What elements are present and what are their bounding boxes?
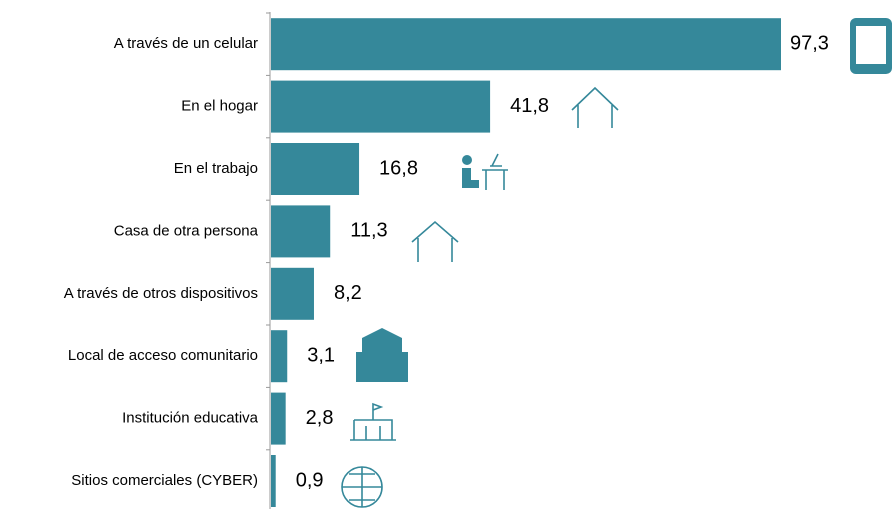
category-label: Sitios comerciales (CYBER) — [71, 472, 258, 489]
desk-icon — [482, 153, 508, 190]
bar — [271, 392, 286, 445]
person-icon — [462, 155, 472, 165]
category-label: Local de acceso comunitario — [68, 347, 258, 364]
bar — [271, 18, 781, 71]
value-label: 41,8 — [510, 95, 549, 117]
category-label: En el hogar — [181, 98, 258, 115]
value-label: 97,3 — [790, 32, 829, 54]
globe-lines — [342, 467, 382, 507]
house-icon — [571, 86, 619, 128]
bar — [271, 455, 276, 507]
tablet-screen — [856, 26, 886, 64]
value-label: 8,2 — [334, 282, 362, 304]
house-icon-2 — [411, 220, 459, 262]
person-body — [462, 168, 479, 188]
bar — [271, 143, 360, 195]
bar — [271, 80, 491, 133]
category-label: A través de un celular — [114, 35, 258, 52]
building-icon — [362, 328, 402, 382]
school-icon — [350, 402, 396, 441]
value-label: 11,3 — [350, 220, 387, 242]
category-label: Casa de otra persona — [114, 222, 259, 239]
value-label: 16,8 — [379, 157, 418, 179]
category-label: Institución educativa — [122, 410, 259, 427]
icons — [341, 18, 892, 508]
value-label: 2,8 — [306, 407, 334, 429]
category-label: A través de otros dispositivos — [64, 285, 258, 302]
value-label: 3,1 — [307, 344, 335, 366]
category-label: En el trabajo — [174, 160, 258, 177]
bar — [271, 205, 331, 258]
category-separators — [266, 12, 270, 451]
building-wings — [356, 352, 408, 382]
bar — [271, 267, 314, 320]
value-label: 0,9 — [296, 469, 324, 491]
bar — [271, 330, 288, 383]
